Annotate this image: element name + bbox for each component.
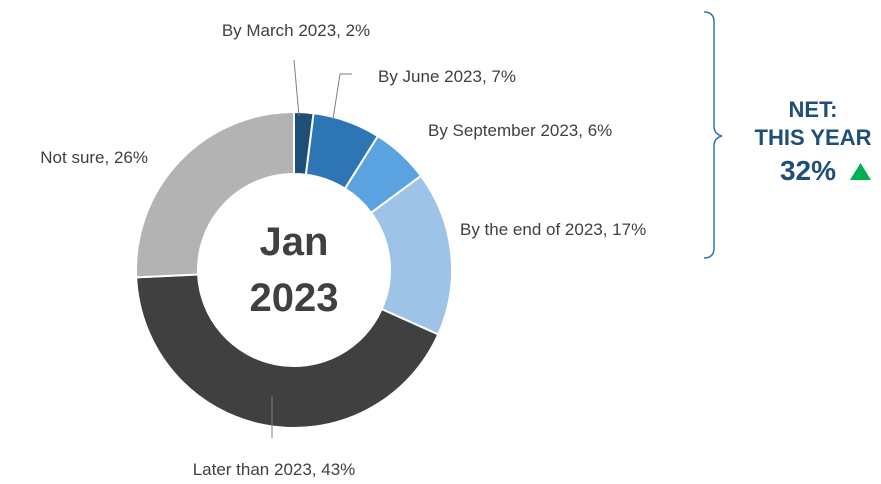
leader-lines bbox=[271, 59, 352, 438]
center-label-year: 2023 bbox=[250, 276, 339, 320]
slice-label-by-the-end-of-2023: By the end of 2023, 17% bbox=[460, 220, 646, 239]
slice-label-not-sure: Not sure, 26% bbox=[40, 148, 148, 167]
leader-line-by-june-2023 bbox=[332, 73, 352, 120]
net-value: 32% bbox=[780, 155, 836, 186]
slice-later-than-2023 bbox=[135, 273, 440, 429]
net-bracket bbox=[703, 11, 723, 259]
net-label: NET: bbox=[789, 97, 838, 122]
net-period-label: THIS YEAR bbox=[755, 125, 872, 150]
donut-slices bbox=[135, 110, 453, 429]
slice-label-later-than-2023: Later than 2023, 43% bbox=[193, 460, 356, 479]
up-triangle-icon bbox=[850, 163, 871, 180]
slice-labels: By March 2023, 2% By June 2023, 7% By Sept… bbox=[40, 21, 646, 479]
slice-label-by-march-2023: By March 2023, 2% bbox=[222, 21, 370, 40]
center-label-month: Jan bbox=[260, 220, 329, 264]
slice-label-by-june-2023: By June 2023, 7% bbox=[378, 67, 516, 86]
slice-label-by-september-2023: By September 2023, 6% bbox=[428, 121, 612, 140]
slice-not-sure bbox=[135, 110, 295, 279]
leader-line-by-march-2023 bbox=[293, 59, 300, 117]
